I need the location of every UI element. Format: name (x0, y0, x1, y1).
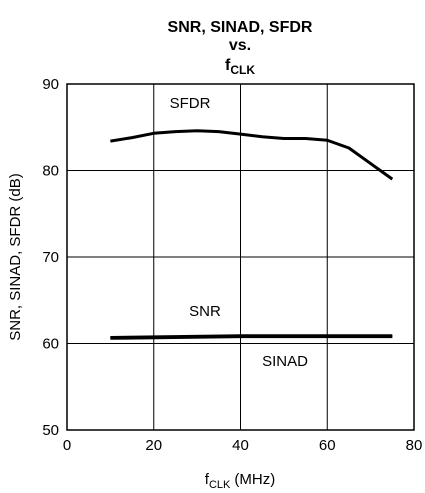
title-symbol: f (225, 57, 231, 74)
series-label: SNR (189, 303, 221, 320)
chart-title: SNR, SINAD, SFDR (168, 19, 313, 36)
series-label: SFDR (170, 95, 211, 112)
x-label-unit: (MHz) (234, 471, 275, 488)
x-tick-label: 40 (232, 437, 249, 454)
series-line (110, 129, 394, 181)
chart-title: vs. (229, 37, 251, 54)
x-tick-label: 60 (319, 437, 336, 454)
y-tick-label: 50 (42, 422, 59, 439)
x-tick-label: 0 (63, 437, 71, 454)
plot-frame (66, 83, 415, 431)
x-label-subscript: CLK (209, 479, 231, 491)
title-subscript: CLK (230, 63, 255, 77)
x-tick-label: 20 (145, 437, 162, 454)
series-label: SINAD (262, 353, 308, 370)
x-label-symbol: f (205, 471, 210, 488)
y-tick-label: 60 (42, 336, 59, 353)
x-axis-label: fCLK (MHz) (205, 471, 275, 491)
series-line (110, 335, 393, 340)
x-tick-label: 80 (406, 437, 423, 454)
y-tick-label: 80 (42, 163, 59, 180)
y-axis-label: SNR, SINAD, SFDR (dB) (7, 173, 24, 341)
y-tick-label: 90 (42, 76, 59, 93)
y-tick-label: 70 (42, 249, 59, 266)
chart-title: fCLK (225, 57, 255, 77)
